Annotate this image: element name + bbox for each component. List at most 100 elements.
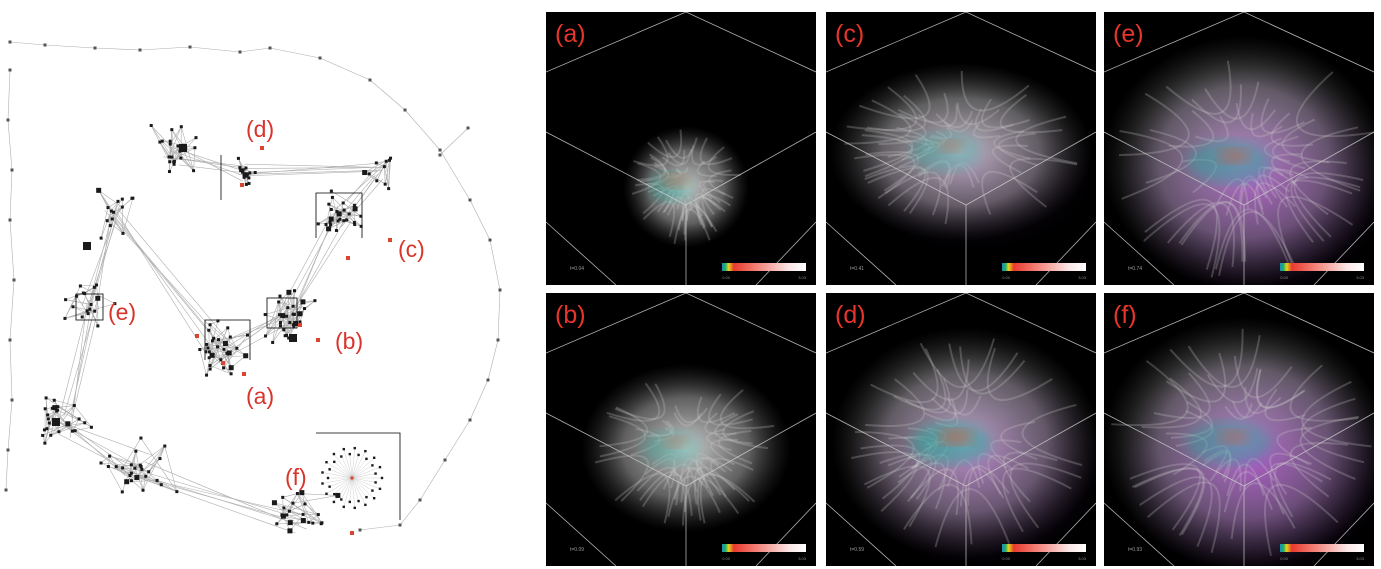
graph-node <box>336 219 340 223</box>
graph-edge <box>44 422 85 431</box>
graph-edge <box>59 300 90 416</box>
graph-node <box>291 501 295 505</box>
volume-swirl <box>986 347 1053 401</box>
cube-edge-bottom-left <box>826 221 897 285</box>
volume-swirl <box>714 413 753 445</box>
volume-swirl <box>1299 415 1360 481</box>
cube-wireframe <box>1104 12 1374 285</box>
graph-edge <box>341 477 353 500</box>
graph-edge <box>213 338 232 368</box>
graph-node <box>83 292 87 296</box>
graph-edge <box>7 119 13 171</box>
volume-swirl <box>867 167 929 214</box>
graph-node <box>192 169 196 173</box>
graph-edge <box>122 437 142 469</box>
graph-edge <box>343 449 353 479</box>
volume-swirl <box>636 153 667 181</box>
volume-swirl <box>1285 179 1353 243</box>
graph-node <box>287 336 291 340</box>
graph-edge <box>168 126 182 158</box>
graph-edge <box>399 499 421 526</box>
volume-swirl <box>691 145 717 166</box>
graph-node <box>403 108 407 112</box>
graph-edge <box>249 170 378 176</box>
graph-node <box>498 288 502 292</box>
graph-node <box>466 126 470 130</box>
graph-node <box>387 158 391 162</box>
graph-edge <box>50 422 85 436</box>
box-a <box>204 319 251 360</box>
graph-node <box>326 226 332 232</box>
graph-edge <box>281 493 298 516</box>
colorbar-min: 0.00 <box>1280 556 1288 561</box>
graph-node <box>362 170 368 176</box>
graph-edge <box>88 218 118 305</box>
graph-edge <box>351 451 366 479</box>
graph-node <box>167 170 171 174</box>
graph-edge <box>279 295 294 325</box>
graph-node <box>288 321 292 325</box>
graph-node <box>175 490 179 494</box>
volume-swirl <box>1232 400 1263 419</box>
volume-swirl <box>887 176 950 225</box>
graph-edge <box>150 125 194 171</box>
graph-label-f: (f) <box>285 464 307 490</box>
graph-node <box>236 156 240 160</box>
graph-edge <box>9 279 15 341</box>
graph-node <box>73 429 77 433</box>
graph-node <box>172 159 176 163</box>
cube-edge-bottom-right <box>1313 221 1374 285</box>
graph-node <box>109 209 113 213</box>
volume-swirl <box>1204 81 1260 120</box>
graph-node <box>241 170 245 174</box>
graph-edge <box>469 199 491 241</box>
volume-core-red <box>938 428 974 446</box>
graph-node-highlight <box>350 476 354 480</box>
volume-swirl <box>708 393 753 426</box>
volume-swirl <box>924 397 957 422</box>
graph-node <box>138 48 142 52</box>
graph-edge <box>83 292 96 312</box>
graph-edge <box>57 406 80 420</box>
graph-edge <box>243 169 256 173</box>
volume-swirl <box>1301 380 1372 448</box>
graph-node <box>371 489 374 492</box>
graph-edge <box>159 141 174 163</box>
cube-wireframe <box>546 293 816 566</box>
volume-swirl <box>1277 195 1354 269</box>
graph-node <box>287 509 291 513</box>
volume-swirl <box>893 368 947 411</box>
graph-node <box>80 315 84 319</box>
graph-node <box>297 311 303 317</box>
time-label: t=0.93 <box>1128 547 1143 553</box>
graph-node-large <box>289 334 297 342</box>
volume-swirl <box>972 123 1000 139</box>
volume-swirl <box>701 194 731 228</box>
colorbar-max: 3.03 <box>798 556 806 561</box>
volume-swirl <box>1270 112 1313 147</box>
graph-node <box>298 320 302 324</box>
volume-swirl <box>993 129 1031 160</box>
graph-node <box>368 78 372 82</box>
graph-node <box>105 219 109 223</box>
graph-node <box>352 221 356 225</box>
graph-edge <box>334 461 353 479</box>
time-label: t=0.59 <box>850 547 865 553</box>
volume-swirl <box>844 99 912 145</box>
graph-edge <box>111 201 119 220</box>
graph-edge <box>343 209 355 223</box>
graph-node <box>468 198 472 202</box>
graph-edge <box>46 397 75 406</box>
graph-node <box>277 300 281 304</box>
graph-edge <box>293 218 334 309</box>
graph-node <box>49 433 53 437</box>
volume-swirl <box>693 466 736 505</box>
graph-node <box>131 196 135 200</box>
colorbar-max: 3.03 <box>798 275 806 280</box>
graph-node-highlight <box>195 334 199 338</box>
graph-node <box>295 492 299 496</box>
time-label: t=0.41 <box>850 266 865 272</box>
graph-edge <box>265 315 287 337</box>
graph-node <box>168 139 172 143</box>
volume-swirl <box>1263 483 1339 556</box>
